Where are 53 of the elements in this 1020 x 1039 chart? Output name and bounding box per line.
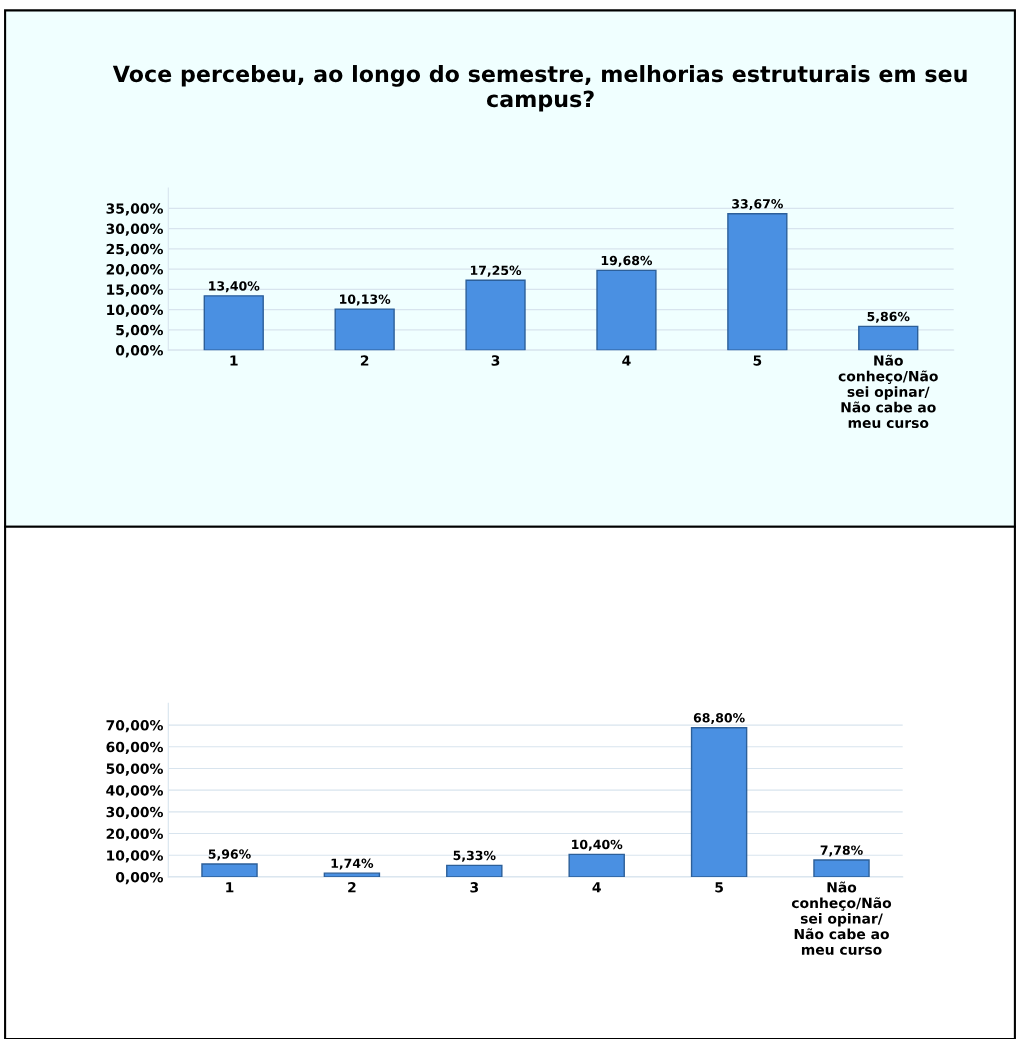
y-tick-label: 10,00% bbox=[107, 850, 163, 863]
bar bbox=[568, 853, 625, 877]
data-label: 17,25% bbox=[470, 265, 522, 277]
data-label: 5,86% bbox=[867, 311, 910, 323]
y-tick-label: 10,00% bbox=[107, 304, 163, 317]
bar bbox=[465, 279, 526, 351]
y-tick-label: 35,00% bbox=[106, 203, 163, 216]
data-label: 33,67% bbox=[732, 199, 783, 211]
bar bbox=[323, 872, 381, 877]
x-tick-label: 3 bbox=[491, 355, 500, 366]
x-tick-label: 5 bbox=[715, 882, 723, 893]
x-tick-label: 2 bbox=[360, 355, 369, 366]
y-tick-label: 50,00% bbox=[106, 763, 163, 776]
y-tick-label: 20,00% bbox=[106, 264, 163, 277]
y-tick-label: 5,00% bbox=[116, 324, 163, 338]
bar bbox=[334, 308, 395, 351]
data-label: 10,13% bbox=[340, 294, 391, 306]
data-label: 5,33% bbox=[453, 850, 496, 862]
data-label: 1,74% bbox=[331, 858, 374, 870]
y-tick-label: 40,00% bbox=[106, 785, 163, 798]
y-tick-label: 30,00% bbox=[106, 223, 163, 236]
data-label: 13,40% bbox=[209, 281, 260, 293]
y-tick-label: 70,00% bbox=[106, 720, 163, 733]
y-tick-label: 20,00% bbox=[106, 828, 163, 841]
x-tick-label: 5 bbox=[753, 355, 762, 366]
data-label: 19,68% bbox=[601, 255, 653, 267]
bar bbox=[201, 863, 258, 877]
x-tick-label: Não conheço/Não sei opinar/ Não cabe ao meu curso bbox=[838, 354, 938, 429]
x-tick-label: 4 bbox=[622, 355, 631, 366]
y-tick-label: 15,00% bbox=[107, 284, 163, 297]
x-tick-label: 1 bbox=[226, 882, 234, 893]
y-tick-label: 0,00% bbox=[115, 345, 163, 358]
data-label: 10,40% bbox=[572, 839, 623, 851]
data-label: 7,78% bbox=[820, 845, 863, 857]
y-tick-label: 60,00% bbox=[106, 741, 163, 755]
x-tick-label: 1 bbox=[230, 355, 238, 366]
bar bbox=[690, 726, 748, 877]
x-tick-label: 4 bbox=[592, 882, 601, 893]
bar bbox=[813, 859, 870, 877]
data-label: 68,80% bbox=[693, 713, 745, 725]
x-tick-label: 3 bbox=[470, 882, 479, 893]
y-tick-label: 0,00% bbox=[115, 871, 163, 885]
x-tick-label: Não conheço/Não sei opinar/ Não cabe ao meu curso bbox=[791, 881, 892, 955]
bar bbox=[203, 295, 264, 351]
y-tick-label: 25,00% bbox=[106, 243, 163, 257]
data-label: 5,96% bbox=[208, 849, 251, 861]
x-tick-label: 2 bbox=[348, 882, 356, 893]
y-tick-label: 30,00% bbox=[106, 806, 163, 820]
bar bbox=[858, 325, 919, 351]
bar bbox=[727, 213, 788, 351]
bar bbox=[596, 269, 657, 351]
chart-title: Voce percebeu, ao longo do semestre, melhorias estruturais em seu campus? bbox=[112, 65, 967, 112]
bar bbox=[446, 864, 503, 877]
